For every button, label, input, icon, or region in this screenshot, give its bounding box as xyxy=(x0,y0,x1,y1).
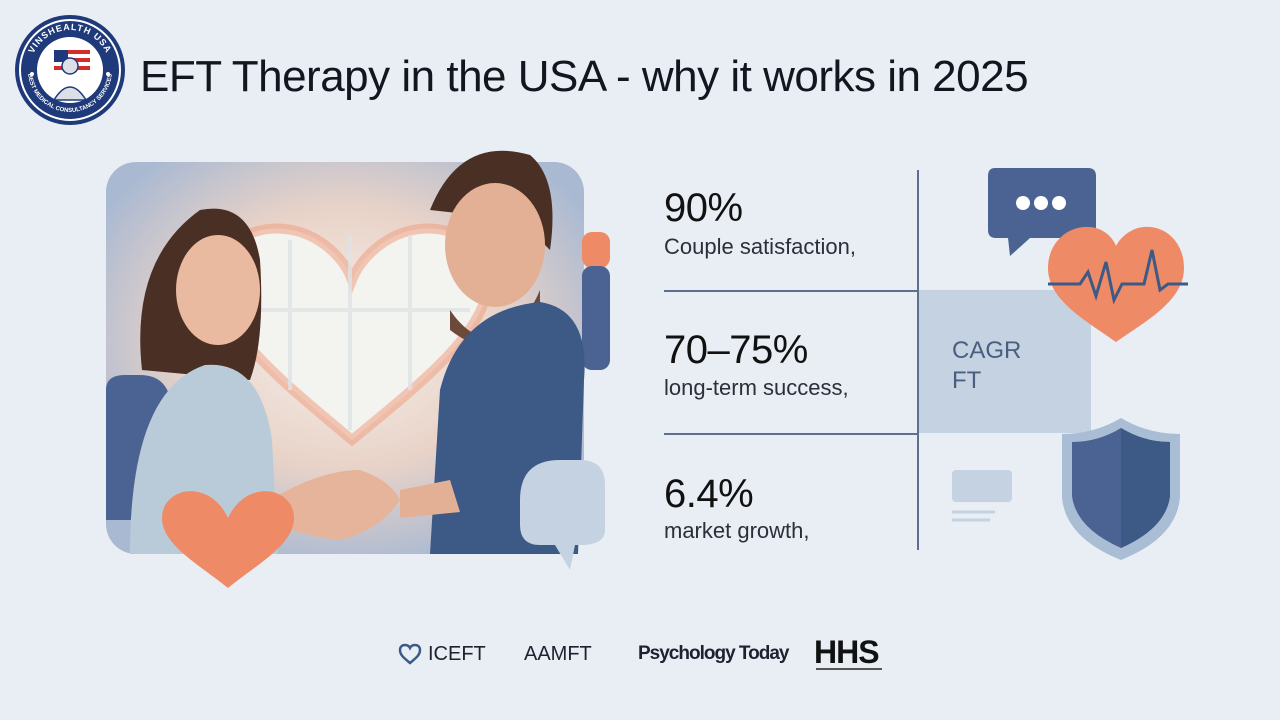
couple-illustration xyxy=(106,150,610,588)
cagr-line1: CAGR xyxy=(952,337,1022,364)
cagr-line2: FT xyxy=(952,367,982,394)
stat-value-success: 70–75% xyxy=(664,328,808,372)
partner-psychology-today: Psychology Today xyxy=(638,643,789,664)
partner-aamft: AAMFT xyxy=(524,643,592,665)
cagr-panel xyxy=(919,290,1091,433)
shield-icon xyxy=(1062,418,1180,560)
decor-panel xyxy=(919,168,1188,560)
stat-divider xyxy=(664,433,918,435)
heart-outline-icon xyxy=(398,643,422,665)
partner-hhs: HHS xyxy=(814,634,880,670)
page-title: EFT Therapy in the USA - why it works in… xyxy=(140,52,1029,101)
vinshealth-seal-logo: VINSHEALTH USA BEST MEDICAL CONSULTANCY … xyxy=(15,15,125,125)
document-card-icon xyxy=(952,470,1012,522)
cagr-text: CAGR FT xyxy=(952,336,1021,396)
stat-label-success: long-term success, xyxy=(664,375,849,400)
heartbeat-heart-icon xyxy=(1048,226,1188,342)
partner-iceft: ICEFT xyxy=(428,643,486,665)
hhs-subline xyxy=(816,668,882,670)
stat-value-satisfaction: 90% xyxy=(664,186,743,230)
vertical-divider xyxy=(917,170,919,550)
stat-label-growth: market growth, xyxy=(664,518,810,543)
stat-divider xyxy=(664,290,918,292)
stat-label-satisfaction: Couple satisfaction, xyxy=(664,234,856,259)
stat-value-growth: 6.4% xyxy=(664,472,754,516)
